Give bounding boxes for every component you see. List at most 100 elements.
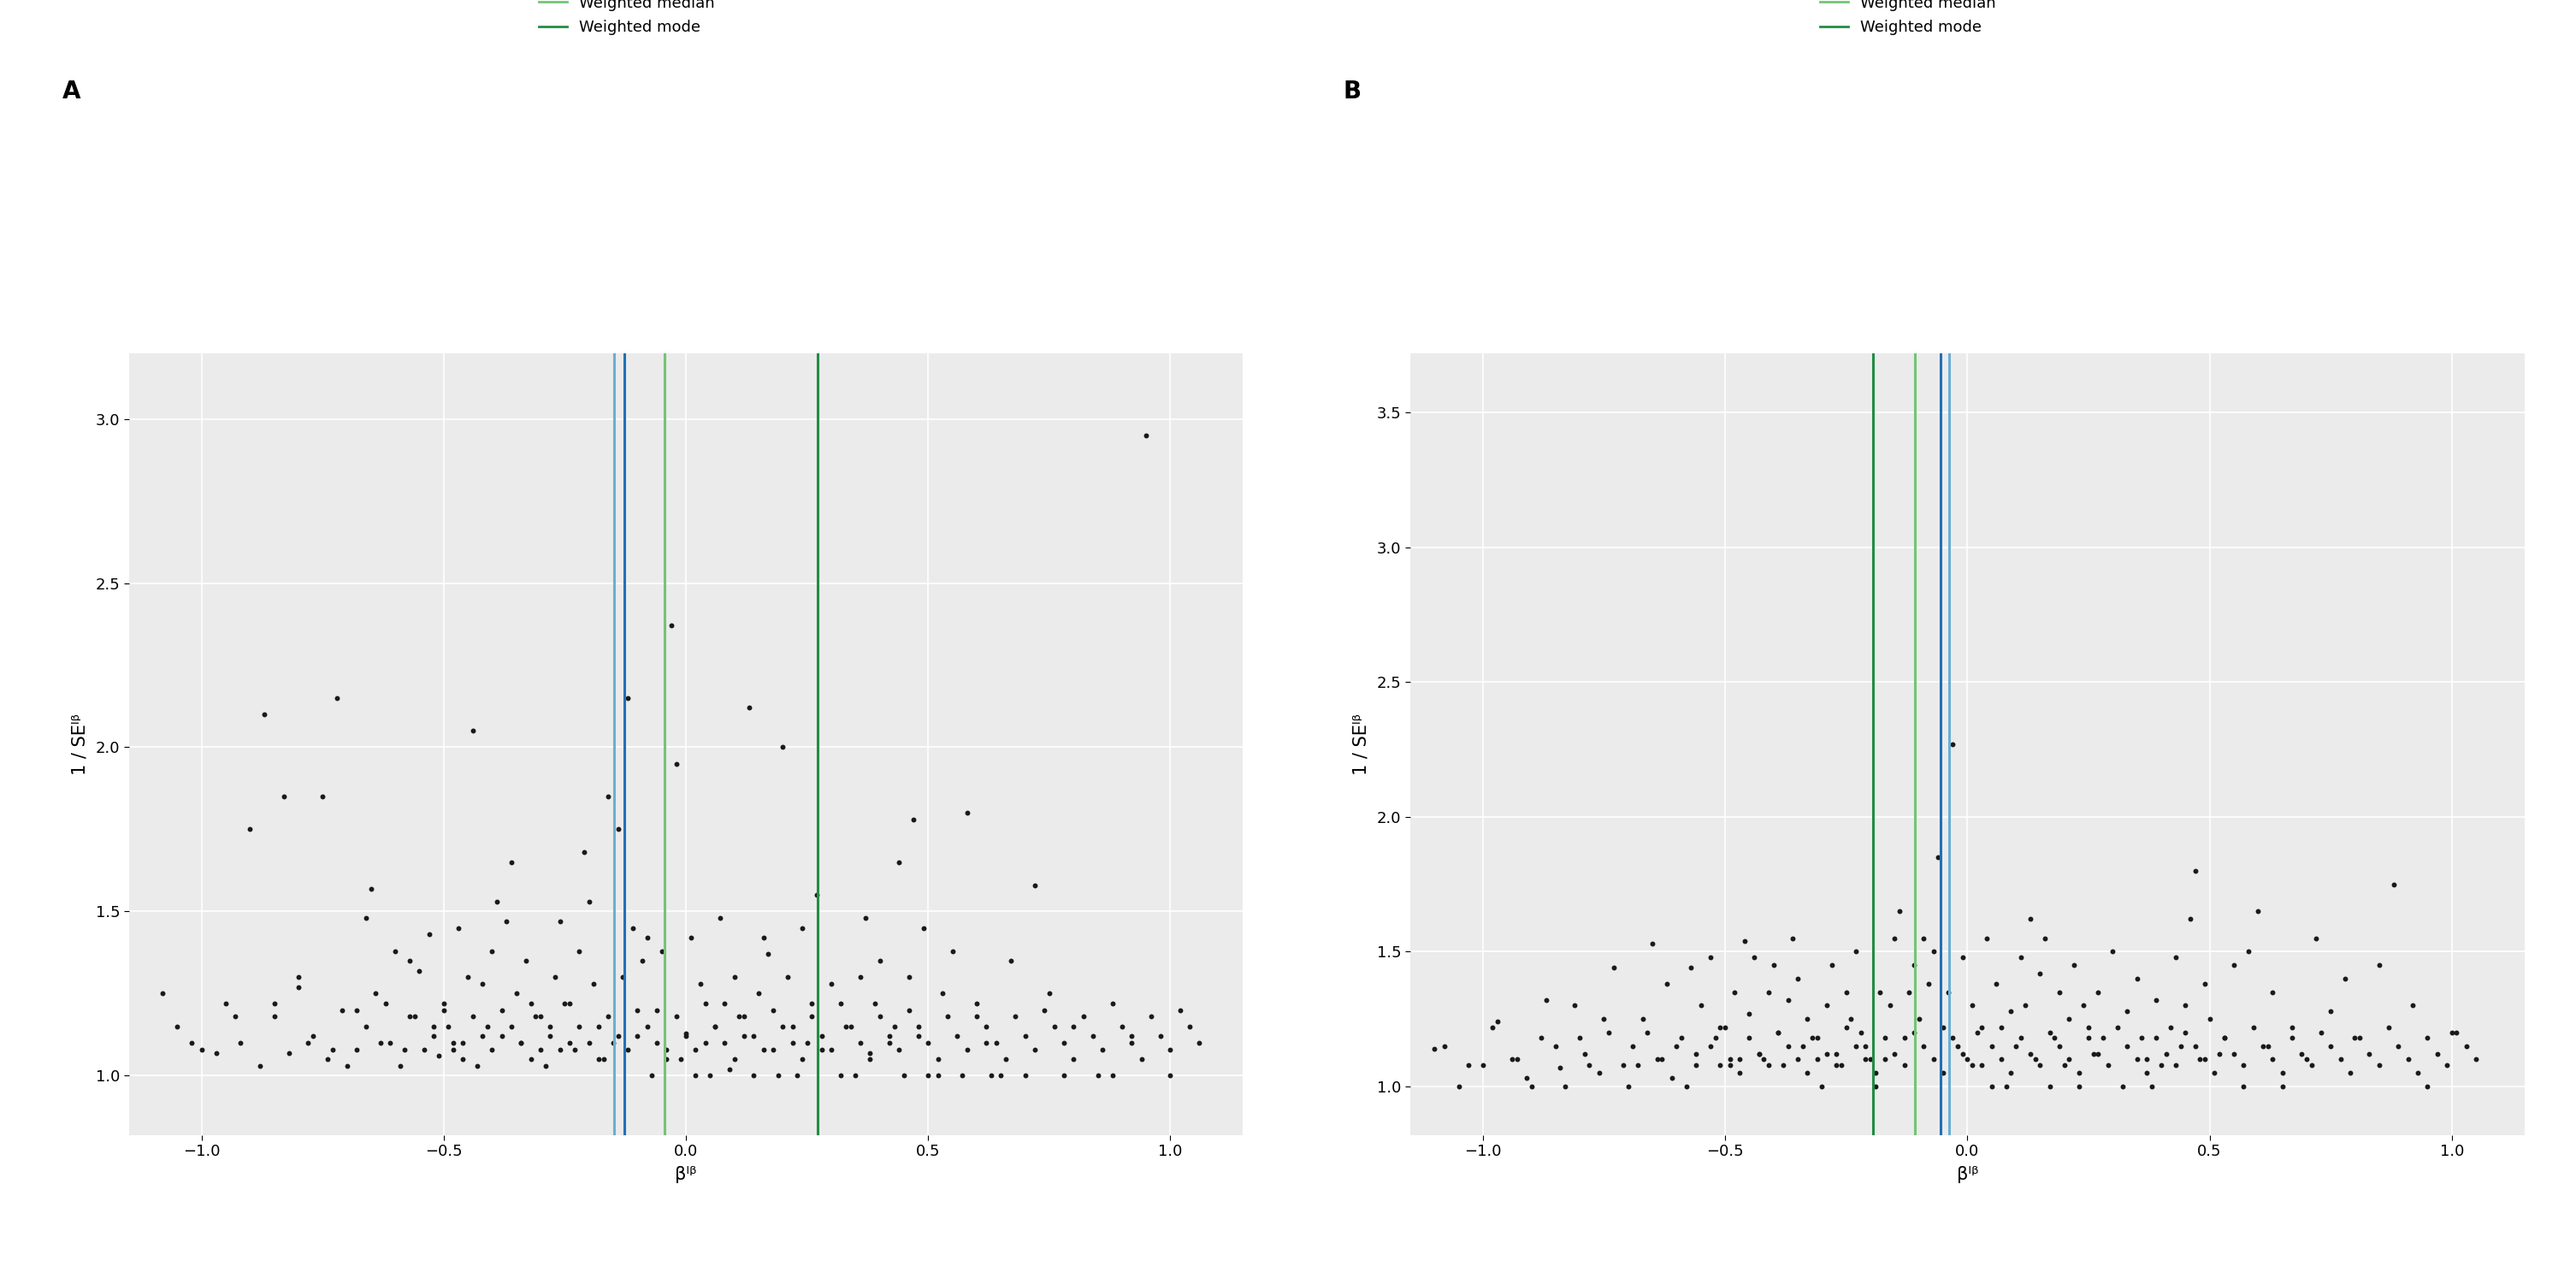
Point: [577, 1016, 618, 1037]
Point: [641, 941, 683, 961]
Point: [1752, 955, 1793, 975]
Point: [301, 787, 343, 807]
Point: [2092, 942, 2133, 962]
Point: [994, 1006, 1036, 1026]
Point: [515, 1006, 556, 1026]
Point: [536, 967, 577, 987]
Point: [1492, 1049, 1533, 1069]
Point: [240, 1055, 281, 1076]
Point: [675, 1039, 716, 1059]
Point: [786, 1033, 827, 1053]
Point: [778, 1066, 819, 1086]
Point: [2117, 1049, 2159, 1069]
Point: [2164, 1023, 2205, 1043]
Point: [2262, 1063, 2303, 1083]
Point: [1672, 957, 1713, 977]
Point: [971, 1066, 1012, 1086]
Point: [510, 1049, 551, 1069]
Point: [399, 961, 440, 981]
Point: [966, 1016, 1007, 1037]
Point: [278, 967, 319, 987]
Point: [1713, 982, 1754, 1002]
Point: [868, 1033, 909, 1053]
Point: [945, 803, 987, 823]
Point: [781, 918, 822, 938]
Point: [1821, 1054, 1862, 1074]
Point: [1131, 1006, 1172, 1026]
Point: [1535, 1035, 1577, 1055]
Point: [1767, 990, 1808, 1010]
Point: [989, 951, 1030, 971]
Point: [2069, 1028, 2110, 1048]
Point: [2074, 1044, 2115, 1064]
Point: [2367, 1016, 2409, 1037]
Point: [544, 994, 585, 1014]
Point: [608, 689, 649, 709]
Point: [850, 1049, 891, 1069]
Point: [1180, 1033, 1221, 1053]
Point: [487, 912, 528, 932]
Point: [170, 1033, 211, 1053]
Point: [2102, 1077, 2143, 1097]
Point: [1922, 1016, 1963, 1037]
Point: [410, 924, 451, 944]
Point: [850, 1043, 891, 1063]
Point: [768, 967, 809, 987]
Point: [1893, 955, 1935, 975]
Point: [443, 1049, 484, 1069]
Point: [1592, 957, 1633, 977]
Point: [448, 967, 489, 987]
Point: [724, 1026, 765, 1047]
Point: [1932, 734, 1973, 754]
Point: [1749, 982, 1790, 1002]
Point: [2058, 1063, 2099, 1083]
Point: [829, 1016, 871, 1037]
Point: [757, 1066, 799, 1086]
Point: [1579, 1063, 1620, 1083]
Point: [1826, 1016, 1868, 1037]
Point: [796, 885, 837, 905]
Point: [520, 1039, 562, 1059]
Point: [531, 1026, 572, 1047]
Point: [1991, 1063, 2032, 1083]
Point: [1826, 982, 1868, 1002]
Point: [2202, 1028, 2244, 1048]
Point: [855, 994, 896, 1014]
Point: [510, 994, 551, 1014]
Point: [1651, 1068, 1692, 1088]
Point: [412, 1026, 453, 1047]
Point: [1636, 1049, 1677, 1069]
Point: [404, 1039, 446, 1059]
Point: [922, 984, 963, 1004]
Point: [652, 615, 693, 636]
Point: [219, 1033, 260, 1053]
Point: [1772, 928, 1814, 948]
Point: [379, 1055, 420, 1076]
Point: [2030, 1077, 2071, 1097]
Point: [1082, 1039, 1123, 1059]
Point: [1739, 1044, 1780, 1064]
Point: [907, 1066, 948, 1086]
Point: [389, 951, 430, 971]
Point: [685, 994, 726, 1014]
Point: [1077, 1066, 1118, 1086]
Point: [142, 984, 183, 1004]
Point: [1816, 1044, 1857, 1064]
Point: [2251, 982, 2293, 1002]
Point: [466, 1016, 507, 1037]
Point: [1893, 1023, 1935, 1043]
Point: [1806, 1044, 1847, 1064]
Point: [268, 1043, 309, 1063]
Point: [477, 892, 518, 912]
Point: [592, 1033, 634, 1053]
Point: [1141, 1026, 1182, 1047]
Point: [742, 928, 783, 948]
Point: [335, 1039, 376, 1059]
Point: [492, 852, 533, 873]
Point: [2169, 909, 2210, 929]
Point: [289, 1033, 330, 1053]
Point: [1844, 1035, 1886, 1055]
Point: [1476, 1011, 1517, 1031]
Point: [2130, 1077, 2172, 1097]
Point: [2280, 1044, 2321, 1064]
